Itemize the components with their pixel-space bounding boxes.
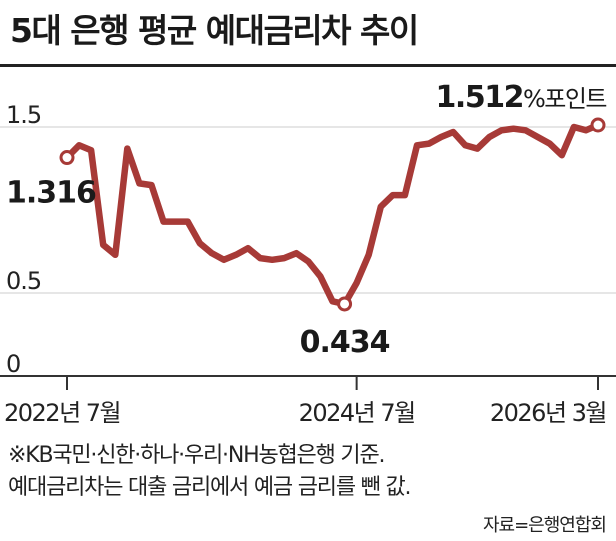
min-value-label: 0.434 [300,325,390,360]
y-tick-label: 0 [6,350,20,378]
series-line [63,121,602,308]
y-tick-layer: 1.5 0.5 0 [6,101,42,378]
y-tick-label: 1.5 [6,101,41,129]
note-line-2: 예대금리차는 대출 금리에서 예금 금리를 뺀 값. [8,475,412,500]
last-value-label: 1.512%포인트 [436,80,607,115]
series-line-layer [59,117,606,312]
data-point [590,117,606,133]
title-divider [0,64,616,67]
last-value-unit: %포인트 [523,85,606,113]
first-value-label: 1.316 [6,176,96,211]
y-tick-label: 0.5 [6,267,41,295]
last-value-number: 1.512 [436,80,523,115]
data-label-layer: 1.316 0.434 1.512%포인트 [6,80,608,360]
chart-notes: ※KB국민·신한·하나·우리·NH농협은행 기준. 예대금리차는 대출 금리에서… [8,440,412,504]
x-tick-label: 2024년 7월 [299,399,415,427]
x-tick-label: 2022년 7월 [4,399,120,427]
x-axis-layer: 2022년 7월 2024년 7월 2026년 3월 [0,375,616,427]
chart-title: 5대 은행 평균 예대금리차 추이 [10,11,419,50]
data-point [337,296,353,312]
x-tick-label: 2026년 3월 [490,399,606,427]
note-line-1: ※KB국민·신한·하나·우리·NH농협은행 기준. [8,443,385,468]
data-point [59,150,75,166]
source-credit: 자료=은행연합회 [482,515,607,536]
